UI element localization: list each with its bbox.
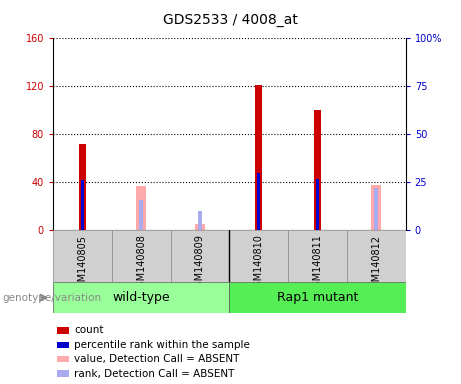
- Bar: [57, 327, 69, 334]
- Text: GSM140810: GSM140810: [254, 235, 264, 293]
- Bar: [53, 230, 112, 282]
- Text: Rap1 mutant: Rap1 mutant: [277, 291, 358, 304]
- Text: rank, Detection Call = ABSENT: rank, Detection Call = ABSENT: [74, 369, 235, 379]
- Bar: [57, 370, 69, 377]
- Text: GSM140809: GSM140809: [195, 235, 205, 293]
- Text: GSM140808: GSM140808: [136, 235, 146, 293]
- Bar: [57, 356, 69, 362]
- Bar: [112, 230, 171, 282]
- Bar: [198, 211, 202, 230]
- Text: GSM140811: GSM140811: [313, 235, 323, 293]
- Text: percentile rank within the sample: percentile rank within the sample: [74, 340, 250, 350]
- Text: GSM140805: GSM140805: [77, 235, 88, 293]
- Text: GDS2533 / 4008_at: GDS2533 / 4008_at: [163, 13, 298, 27]
- Bar: [195, 224, 205, 230]
- Bar: [136, 186, 146, 230]
- Bar: [229, 282, 406, 313]
- Bar: [171, 230, 230, 282]
- Bar: [314, 111, 321, 230]
- Bar: [372, 185, 381, 230]
- Text: count: count: [74, 326, 104, 336]
- Bar: [257, 173, 260, 230]
- Bar: [229, 230, 288, 282]
- Bar: [255, 85, 262, 230]
- Text: genotype/variation: genotype/variation: [2, 293, 101, 303]
- Bar: [79, 144, 86, 230]
- Bar: [53, 282, 230, 313]
- Bar: [57, 342, 69, 348]
- Bar: [139, 200, 143, 230]
- Bar: [288, 230, 347, 282]
- Text: GSM140812: GSM140812: [371, 235, 381, 293]
- Text: value, Detection Call = ABSENT: value, Detection Call = ABSENT: [74, 354, 240, 364]
- Bar: [81, 180, 84, 230]
- Bar: [374, 188, 378, 230]
- Bar: [316, 179, 319, 230]
- Text: wild-type: wild-type: [112, 291, 170, 304]
- Bar: [347, 230, 406, 282]
